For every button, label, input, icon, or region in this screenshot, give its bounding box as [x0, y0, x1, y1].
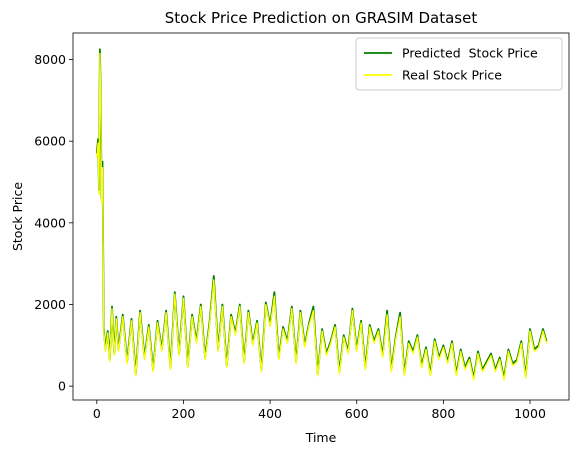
y-axis: 0 2000 4000 6000 8000 — [34, 52, 73, 394]
x-tick-label: 0 — [93, 406, 101, 421]
legend-label: Predicted Stock Price — [402, 46, 538, 61]
x-tick-label: 1000 — [514, 406, 546, 421]
chart-title: Stock Price Prediction on GRASIM Dataset — [165, 9, 478, 27]
x-tick-label: 600 — [345, 406, 369, 421]
y-tick-label: 8000 — [34, 52, 66, 67]
y-tick-label: 4000 — [34, 215, 66, 230]
x-tick-label: 400 — [258, 406, 282, 421]
x-tick-label: 800 — [431, 406, 455, 421]
plot-frame — [72, 32, 570, 401]
x-axis-label: Time — [305, 430, 337, 445]
y-tick-label: 6000 — [34, 134, 66, 149]
y-tick-label: 2000 — [34, 297, 66, 312]
legend-label: Real Stock Price — [402, 68, 502, 83]
series-line-real — [96, 52, 548, 381]
y-axis-label: Stock Price — [10, 182, 25, 251]
legend-box — [355, 37, 563, 91]
series-group — [95, 48, 548, 381]
x-tick-label: 200 — [172, 406, 196, 421]
y-tick-label: 0 — [58, 379, 66, 394]
x-axis: 0 200 400 600 800 1000 — [93, 400, 546, 421]
legend: Predicted Stock Price Real Stock Price — [355, 37, 563, 91]
